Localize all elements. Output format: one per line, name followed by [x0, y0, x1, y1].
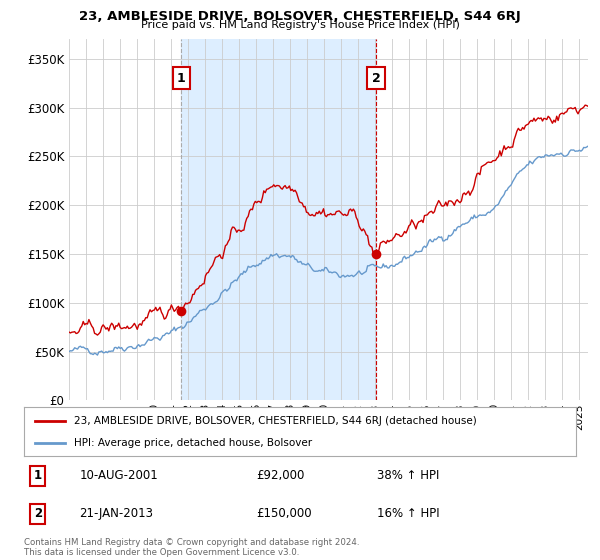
- Text: 38% ↑ HPI: 38% ↑ HPI: [377, 469, 440, 482]
- Text: 16% ↑ HPI: 16% ↑ HPI: [377, 507, 440, 520]
- Text: £92,000: £92,000: [256, 469, 304, 482]
- Text: 23, AMBLESIDE DRIVE, BOLSOVER, CHESTERFIELD, S44 6RJ: 23, AMBLESIDE DRIVE, BOLSOVER, CHESTERFI…: [79, 10, 521, 23]
- Text: Price paid vs. HM Land Registry's House Price Index (HPI): Price paid vs. HM Land Registry's House …: [140, 20, 460, 30]
- Text: 1: 1: [177, 72, 185, 85]
- Text: £150,000: £150,000: [256, 507, 311, 520]
- Text: HPI: Average price, detached house, Bolsover: HPI: Average price, detached house, Bols…: [74, 437, 312, 447]
- Text: 23, AMBLESIDE DRIVE, BOLSOVER, CHESTERFIELD, S44 6RJ (detached house): 23, AMBLESIDE DRIVE, BOLSOVER, CHESTERFI…: [74, 416, 476, 426]
- Text: 2: 2: [372, 72, 380, 85]
- Bar: [181, 39, 376, 400]
- Text: 10-AUG-2001: 10-AUG-2001: [79, 469, 158, 482]
- Text: 21-JAN-2013: 21-JAN-2013: [79, 507, 153, 520]
- Text: 2: 2: [34, 507, 42, 520]
- Text: Contains HM Land Registry data © Crown copyright and database right 2024.
This d: Contains HM Land Registry data © Crown c…: [24, 538, 359, 557]
- Text: 1: 1: [34, 469, 42, 482]
